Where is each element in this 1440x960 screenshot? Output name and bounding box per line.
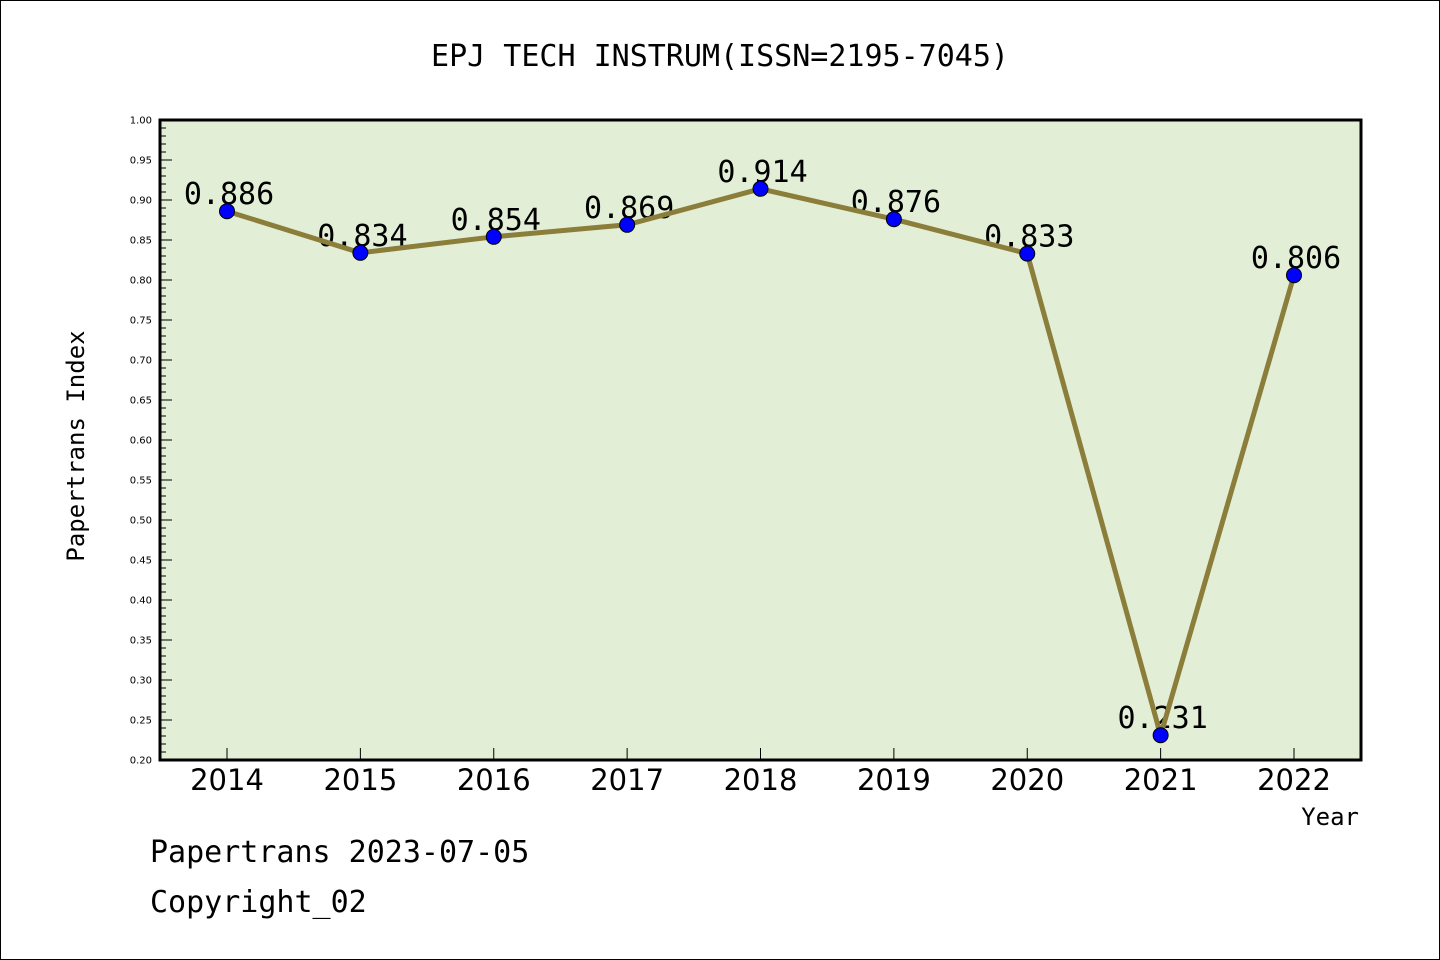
- data-point: [885, 211, 902, 228]
- data-point: [752, 180, 769, 197]
- data-point: [219, 203, 235, 220]
- y-axis-ticks: 0.20 0.25 0.30 0.35 0.40 0.45 0.50 0.55 0.60 0.65…: [130, 116, 172, 767]
- plot-border: [158, 118, 1363, 762]
- source-date-text: Papertrans 2023-07-05: [150, 835, 530, 870]
- y-tick-label: 0.65: [130, 396, 152, 407]
- y-tick-label: 0.75: [130, 316, 152, 327]
- y-tick-label: 0.40: [130, 596, 152, 607]
- x-tick-label: 2015: [323, 763, 397, 797]
- x-tick-label: 2014: [190, 763, 264, 797]
- data-point: [485, 228, 502, 245]
- plot-area: [160, 120, 1361, 760]
- y-tick-label: 0.90: [130, 196, 152, 207]
- x-tick-label: 2021: [1124, 763, 1198, 797]
- chart-title: EPJ TECH INSTRUM(ISSN=2195-7045): [431, 39, 1009, 74]
- y-tick-label: 0.20: [130, 756, 152, 767]
- y-tick-label: 0.85: [130, 236, 152, 247]
- x-tick-label: 2022: [1257, 763, 1331, 797]
- x-axis-label: Year: [1301, 803, 1359, 831]
- x-tick-label: 2018: [724, 763, 798, 797]
- y-tick-label: 0.95: [130, 156, 152, 167]
- x-axis-ticks: 2014 2015 2016 2017 2018 2019 2020 2021 2022: [190, 748, 1331, 797]
- series-papertrans-index: [219, 180, 1302, 744]
- data-point: [1152, 727, 1169, 744]
- y-tick-label: 0.80: [130, 276, 152, 287]
- data-point: [619, 216, 636, 233]
- y-tick-label: 0.30: [130, 676, 152, 687]
- y-tick-label: 1.00: [130, 116, 152, 127]
- y-tick-label: 0.70: [130, 356, 152, 367]
- y-tick-label: 0.55: [130, 476, 152, 487]
- y-axis-label: Papertrans Index: [62, 330, 90, 561]
- y-tick-label: 0.25: [130, 716, 152, 727]
- x-tick-label: 2016: [457, 763, 531, 797]
- y-tick-label: 0.50: [130, 516, 152, 527]
- copyright-text: Copyright_02: [150, 885, 367, 920]
- x-tick-label: 2019: [857, 763, 931, 797]
- y-tick-label: 0.35: [130, 636, 152, 647]
- y-tick-label: 0.60: [130, 436, 152, 447]
- y-tick-label: 0.45: [130, 556, 152, 567]
- data-point: [1019, 245, 1036, 262]
- x-tick-label: 2020: [990, 763, 1064, 797]
- x-tick-label: 2017: [590, 763, 664, 797]
- data-point: [352, 244, 369, 261]
- data-point: [1286, 267, 1302, 284]
